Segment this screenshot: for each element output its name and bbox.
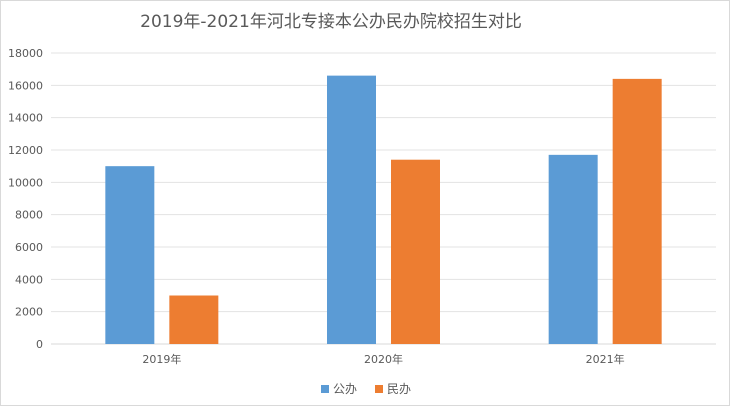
y-tick-label: 2000 [15,306,43,319]
bar-public-2 [327,75,376,344]
x-tick-label: 2020年 [364,352,403,366]
legend-swatch-public [320,384,329,393]
y-tick-label: 8000 [15,209,43,222]
legend-item-private: 民办 [375,380,411,397]
bar-private-3 [612,78,662,344]
legend-label-public: 公办 [332,382,357,396]
y-tick-label: 14000 [8,112,43,125]
y-tick-label: 16000 [8,79,43,92]
legend-label-private: 民办 [387,382,412,396]
bar-private-1 [169,295,219,344]
bar-private-2 [391,159,440,344]
y-tick-label: 6000 [15,241,43,254]
y-tick-label: 10000 [8,176,43,189]
legend: 公办 民办 [1,380,730,397]
bar-public-1 [105,166,155,344]
legend-item-public: 公办 [320,380,357,397]
x-tick-label: 2021年 [586,352,625,366]
y-tick-label: 0 [36,338,43,351]
bar-public-3 [548,154,598,344]
y-tick-label: 18000 [8,47,43,60]
chart-title: 2019年-2021年河北专接本公办民办院校招生对比 [140,12,522,32]
y-tick-label: 4000 [15,273,43,286]
legend-swatch-private [375,384,383,393]
x-tick-label: 2019年 [142,352,181,366]
y-tick-label: 12000 [8,144,43,157]
